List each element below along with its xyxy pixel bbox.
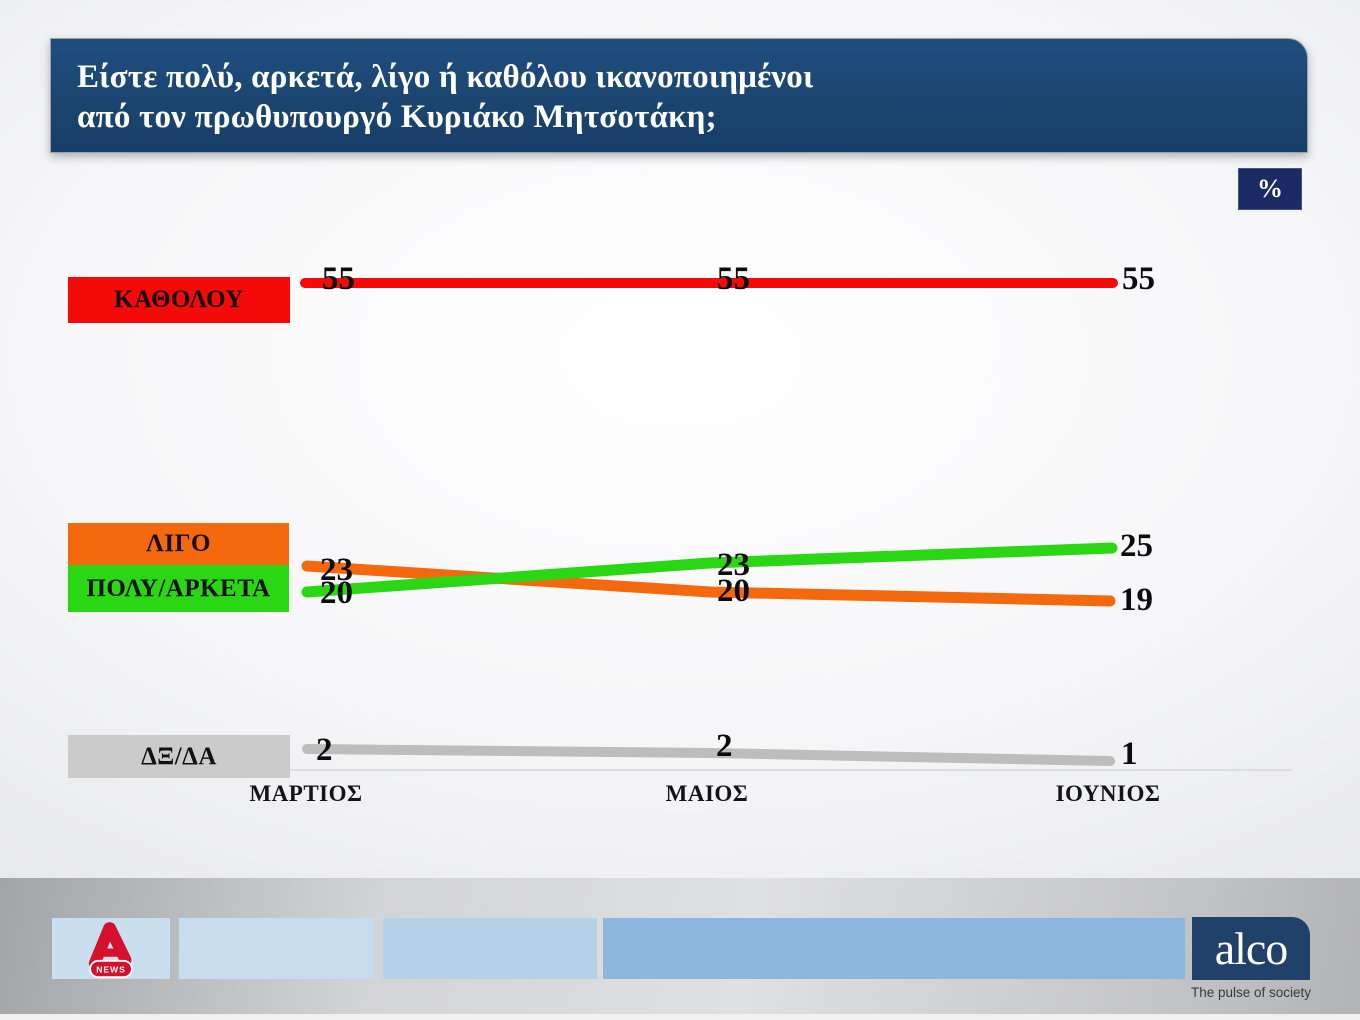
- value-poly-iounios: 25: [1120, 528, 1153, 564]
- footer-tile-2: [179, 918, 374, 979]
- value-katholou-maios: 55: [717, 261, 750, 297]
- value-katholou-martios: 55: [322, 261, 355, 297]
- line-ligo: [301, 560, 1116, 607]
- question-line-1: Είστε πολύ, αρκετά, λίγο ή καθόλου ικανο…: [77, 59, 814, 95]
- line-dxda: [302, 744, 1115, 766]
- value-dxda-iounios: 1: [1121, 736, 1138, 772]
- alco-logo-text: alco: [1214, 923, 1289, 974]
- footer-tile-3: [383, 918, 597, 979]
- value-poly-martios: 20: [320, 575, 353, 611]
- axis-label-maios: ΜΑΙΟΣ: [665, 781, 749, 806]
- value-poly-maios: 23: [717, 547, 750, 583]
- question-line-2: από τον πρωθυπουργό Κυριάκο Μητσοτάκη;: [77, 99, 717, 135]
- line-poly-arketa: [301, 542, 1118, 598]
- value-ligo-maios: 20: [717, 573, 750, 609]
- legend-ligo: ΛΙΓΟ: [68, 523, 289, 565]
- alco-logo: alco: [1192, 917, 1310, 980]
- footer-tile-4: [603, 918, 1185, 979]
- legend-poly-arketa: ΠΟΛΥ/ΑΡΚΕΤΑ: [68, 565, 289, 612]
- bottom-strip: [0, 1014, 1360, 1020]
- value-dxda-maios: 2: [716, 728, 733, 764]
- percent-unit-badge: %: [1238, 168, 1302, 210]
- alpha-news-text: NEWS: [96, 964, 125, 974]
- legend-dxda: ΔΞ/ΔΑ: [68, 735, 290, 778]
- value-katholou-iounios: 55: [1122, 261, 1155, 297]
- alco-tagline: The pulse of society: [1190, 985, 1312, 1000]
- footer-tile-alpha-news: NEWS: [52, 918, 170, 979]
- value-ligo-martios: 23: [320, 552, 353, 588]
- legend-katholou: ΚΑΘΟΛΟΥ: [68, 277, 290, 323]
- axis-label-iounios: ΙΟΥΝΙΟΣ: [1055, 781, 1161, 806]
- alpha-news-logo: NEWS: [88, 921, 133, 978]
- value-dxda-martios: 2: [316, 732, 333, 768]
- value-ligo-iounios: 19: [1120, 582, 1153, 618]
- axis-label-martios: ΜΑΡΤΙΟΣ: [249, 781, 363, 806]
- question-panel: Είστε πολύ, αρκετά, λίγο ή καθόλου ικανο…: [50, 38, 1308, 153]
